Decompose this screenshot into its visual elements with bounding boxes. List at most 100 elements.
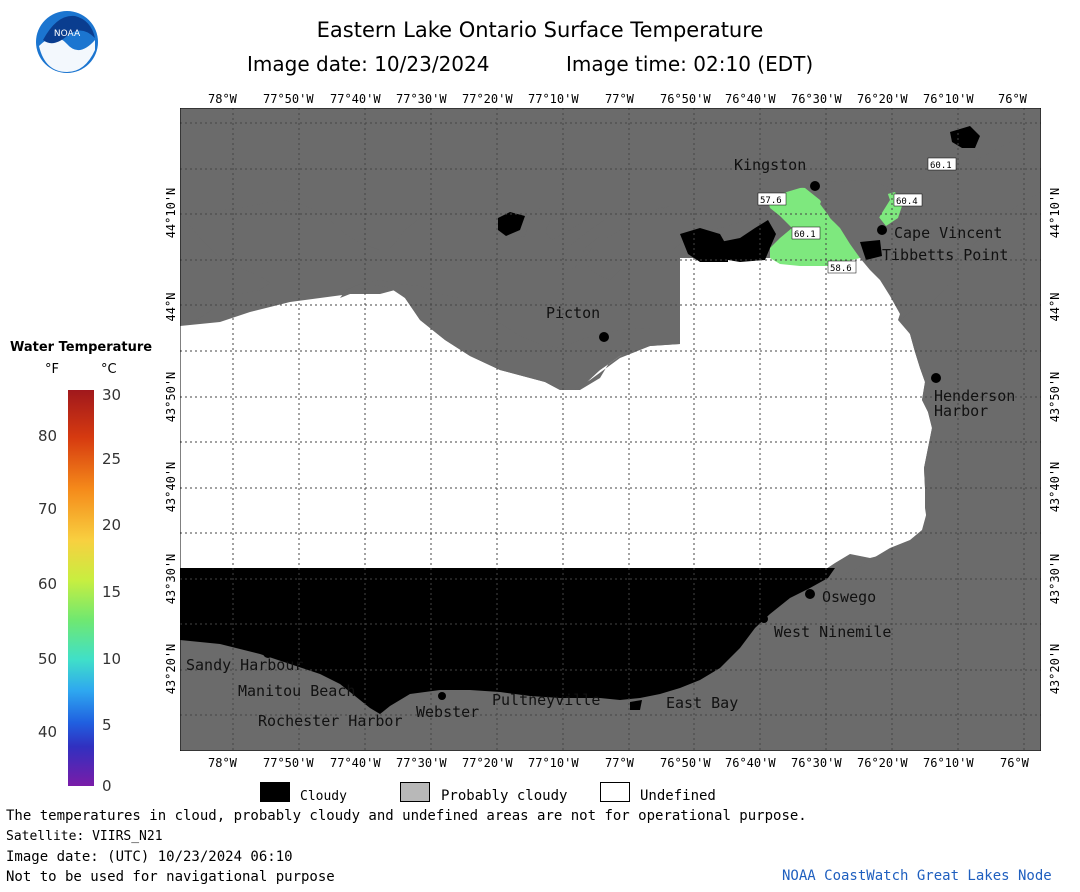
city-marker xyxy=(867,247,877,257)
city-marker xyxy=(438,692,446,700)
legend-cloudy-swatch xyxy=(260,782,290,802)
scale-unit-c: °C xyxy=(101,362,117,377)
lake-map: 57.6 60.1 60.1 60.4 58.6 Kingston Picton… xyxy=(180,108,1041,751)
lon-label-bottom: 78°W xyxy=(208,756,237,770)
lat-label-left: 44°N xyxy=(164,292,178,322)
lon-label-top: 76°40'W xyxy=(725,92,776,106)
lon-label-bottom: 77°50'W xyxy=(263,756,314,770)
lon-label-bottom: 76°30'W xyxy=(791,756,842,770)
scale-tick-c: 10 xyxy=(102,650,122,668)
place-label: Manitou Beach xyxy=(238,682,355,700)
place-label: East Bay xyxy=(666,694,738,712)
city-marker xyxy=(263,648,273,658)
lon-label-bottom: 77°30'W xyxy=(396,756,447,770)
lat-label-right: 43°30'N xyxy=(1048,553,1062,605)
lake-undefined-area xyxy=(180,258,932,578)
temp-label: 60.1 xyxy=(791,226,821,240)
lat-label-left: 43°30'N xyxy=(164,553,178,605)
scale-tick-c: 20 xyxy=(102,516,122,534)
cloud-area xyxy=(720,220,776,262)
cloud-area xyxy=(180,568,835,714)
footer-nav-warning: Not to be used for navigational purpose xyxy=(6,869,335,885)
warm-water-area xyxy=(765,186,860,266)
svg-text:60.1: 60.1 xyxy=(794,230,816,240)
legend-cloudy-label: Cloudy xyxy=(300,789,347,804)
image-time-label: Image time: 02:10 (EDT) xyxy=(566,52,814,76)
city-marker xyxy=(656,683,666,693)
footer-disclaimer: The temperatures in cloud, probably clou… xyxy=(6,808,807,824)
city-marker xyxy=(599,332,609,342)
place-label: Tibbetts Point xyxy=(882,246,1008,264)
place-label: Pultneyville xyxy=(492,691,600,709)
place-label: Webster xyxy=(416,703,479,721)
prince-edward-land xyxy=(180,214,270,326)
scale-tick-f: 70 xyxy=(38,500,58,518)
city-marker xyxy=(541,682,549,690)
temp-label: 57.6 xyxy=(757,192,787,206)
lat-label-left: 44°10'N xyxy=(164,187,178,239)
lon-label-top: 76°10'W xyxy=(923,92,974,106)
scale-tick-c: 5 xyxy=(102,716,112,734)
footer-satellite: Satellite: VIIRS_N21 xyxy=(6,829,163,844)
lat-label-right: 43°50'N xyxy=(1048,371,1062,423)
lon-label-bottom: 76°50'W xyxy=(660,756,711,770)
lat-label-left: 43°40'N xyxy=(164,461,178,513)
lon-label-bottom: 76°10'W xyxy=(923,756,974,770)
noaa-logo: NOAA xyxy=(35,10,99,74)
city-marker xyxy=(805,589,815,599)
lat-label-right: 43°20'N xyxy=(1048,643,1062,695)
place-label: Harbor xyxy=(934,402,988,420)
lon-label-top: 77°30'W xyxy=(396,92,447,106)
legend-undefined-swatch xyxy=(600,782,630,802)
lon-label-bottom: 76°40'W xyxy=(725,756,776,770)
place-label: Cape Vincent xyxy=(894,224,1002,242)
lat-label-left: 43°50'N xyxy=(164,371,178,423)
scale-tick-f: 80 xyxy=(38,427,58,445)
place-label: Oswego xyxy=(822,588,876,606)
lon-label-bottom: 77°40'W xyxy=(330,756,381,770)
chaumont-land xyxy=(910,238,975,308)
lat-label-right: 44°10'N xyxy=(1048,187,1062,239)
lon-label-bottom: 76°20'W xyxy=(857,756,908,770)
place-label: Rochester Harbor xyxy=(258,712,403,730)
scale-unit-f: °F xyxy=(45,362,59,377)
scale-tick-c: 25 xyxy=(102,450,122,468)
scale-tick-f: 60 xyxy=(38,575,58,593)
svg-text:60.4: 60.4 xyxy=(896,197,918,207)
cloud-area xyxy=(498,212,525,236)
lon-label-bottom: 77°10'W xyxy=(528,756,579,770)
lon-label-top: 76°W xyxy=(998,92,1027,106)
lon-label-bottom: 77°20'W xyxy=(462,756,513,770)
scale-tick-f: 40 xyxy=(38,723,58,741)
lon-label-top: 76°30'W xyxy=(791,92,842,106)
svg-text:60.1: 60.1 xyxy=(930,161,952,171)
picton-peninsula xyxy=(340,280,680,390)
cloud-area xyxy=(630,700,642,710)
map-title: Eastern Lake Ontario Surface Temperature xyxy=(316,18,764,42)
footer-image-date: Image date: (UTC) 10/23/2024 06:10 xyxy=(6,849,293,865)
temp-label: 60.4 xyxy=(893,193,923,207)
lon-label-top: 77°20'W xyxy=(462,92,513,106)
svg-text:58.6: 58.6 xyxy=(830,264,852,274)
lon-label-bottom: 76°W xyxy=(1000,756,1029,770)
lon-label-bottom: 77°W xyxy=(605,756,634,770)
place-label: Kingston xyxy=(734,156,806,174)
city-marker xyxy=(931,373,941,383)
city-marker xyxy=(877,225,887,235)
svg-text:57.6: 57.6 xyxy=(760,196,782,206)
temp-label: 60.1 xyxy=(927,157,957,171)
color-scale-bar xyxy=(68,390,94,786)
north-shore-land xyxy=(180,108,1041,280)
lon-label-top: 77°40'W xyxy=(330,92,381,106)
cloud-area xyxy=(680,228,728,262)
wolfe-island xyxy=(820,180,890,240)
lon-label-top: 77°W xyxy=(605,92,634,106)
lat-label-right: 44°N xyxy=(1048,292,1062,322)
graticule xyxy=(180,108,1041,751)
city-marker xyxy=(760,615,768,623)
logo-text: NOAA xyxy=(54,29,81,39)
place-label: West Ninemile xyxy=(774,623,891,641)
lat-label-left: 43°20'N xyxy=(164,643,178,695)
footer-credit: NOAA CoastWatch Great Lakes Node xyxy=(782,868,1052,884)
lon-label-top: 76°20'W xyxy=(857,92,908,106)
